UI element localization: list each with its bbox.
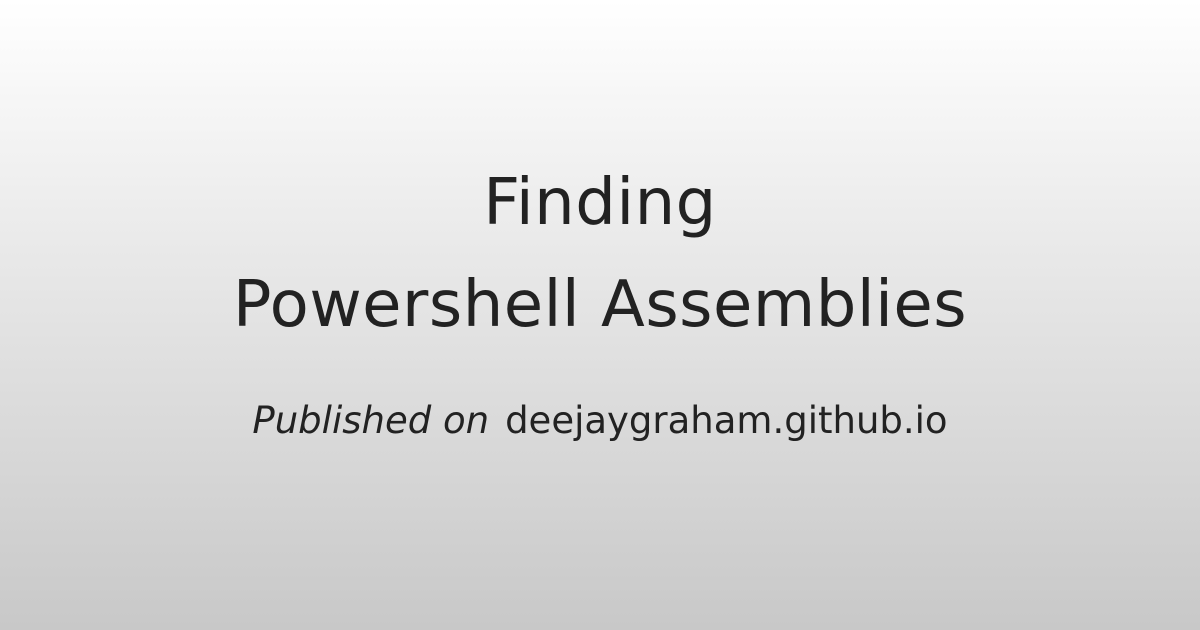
publication-info: Published on deejaygraham.github.io bbox=[252, 398, 947, 444]
post-title-line-2: Powershell Assemblies bbox=[232, 268, 968, 342]
post-title: Finding Powershell Assemblies bbox=[233, 152, 967, 356]
published-on-label: Published on bbox=[252, 399, 490, 442]
site-domain: deejaygraham.github.io bbox=[505, 399, 948, 442]
post-title-line-1: Finding bbox=[483, 166, 717, 240]
